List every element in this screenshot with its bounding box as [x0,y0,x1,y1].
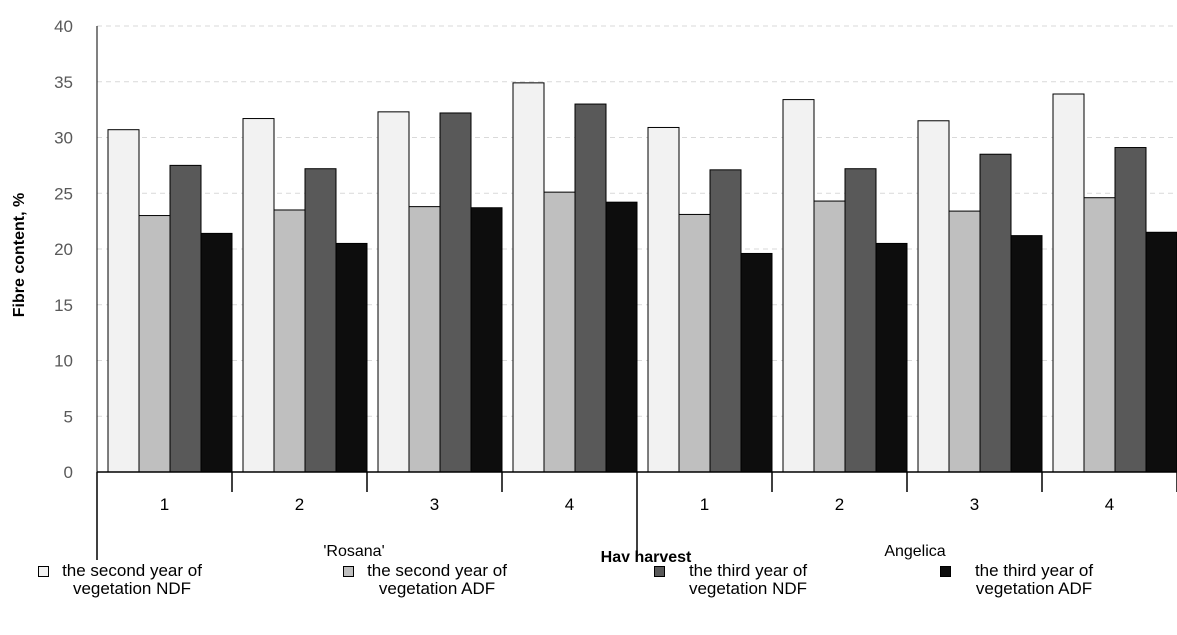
axes [96,26,1177,560]
y-tick-label: 25 [54,184,73,203]
y-tick-label: 0 [64,463,73,482]
bar [1010,235,1043,473]
group-label-angelica: Angelica [884,543,945,560]
bar [574,103,607,473]
bar [1083,197,1116,473]
legend-label-third-ndf: the third year of vegetation NDF [688,561,808,598]
bar [1145,231,1177,473]
bar [138,215,171,473]
bar [782,99,815,473]
legend-swatch-third-adf [940,566,951,577]
x-tick-label: 2 [835,495,844,514]
bar [844,168,877,473]
legend-swatch-second-ndf [38,566,49,577]
bar [605,201,638,473]
bar [1052,93,1085,473]
x-tick-label: 1 [700,495,709,514]
bar [740,252,773,473]
bar-chart: 0 5 10 15 20 25 30 35 40 1 2 3 4 1 2 3 4 Fibre content, … [11,17,1177,566]
legend-swatch-third-ndf [654,566,665,577]
y-axis-label: Fibre content, % [11,193,28,317]
y-tick-label: 35 [54,73,73,92]
bar [200,232,233,473]
legend-item-third-adf: the third year of vegetation ADF [940,562,1114,598]
bar [543,191,576,473]
tick-labels: 0 5 10 15 20 25 30 35 40 1 2 3 4 1 2 3 4 [54,17,1114,514]
x-tick-label: 1 [160,495,169,514]
bar [304,168,337,473]
bar [169,164,202,473]
x-tick-label: 2 [295,495,304,514]
legend-label-third-adf: the third year of vegetation ADF [974,561,1094,598]
y-tick-label: 10 [54,352,73,371]
legend-label-second-adf: the second year of vegetation ADF [367,561,507,598]
bar [335,242,368,473]
x-axis-label: Hay harvest [601,549,692,562]
bar [917,120,950,473]
legend-item-second-adf: the second year of vegetation ADF [343,562,517,598]
bars [107,82,1177,473]
bar [439,112,472,473]
group-label-rosana: 'Rosana' [323,543,384,560]
bar [377,111,410,473]
y-tick-label: 30 [54,129,73,148]
bar [408,206,441,473]
bar [242,118,275,473]
y-tick-label: 15 [54,296,73,315]
x-tick-label: 3 [430,495,439,514]
bar [470,207,503,473]
bar [979,153,1012,473]
legend-swatch-second-adf [343,566,354,577]
x-tick-label: 3 [970,495,979,514]
bar [948,210,981,473]
legend-label-second-ndf: the second year of vegetation NDF [62,561,202,598]
x-tick-label: 4 [565,495,574,514]
y-tick-label: 5 [64,407,73,426]
y-tick-label: 40 [54,17,73,36]
bar [875,242,908,473]
bar [273,209,306,473]
bar [647,126,680,473]
legend: the second year of vegetation NDF the se… [0,562,1177,635]
bar [512,82,545,473]
bar [709,169,742,473]
legend-item-second-ndf: the second year of vegetation NDF [38,562,212,598]
bar [1114,147,1147,473]
bar [813,200,846,473]
legend-item-third-ndf: the third year of vegetation NDF [654,562,828,598]
bar [678,213,711,473]
y-tick-label: 20 [54,240,73,259]
x-tick-label: 4 [1105,495,1114,514]
bar [107,129,140,473]
